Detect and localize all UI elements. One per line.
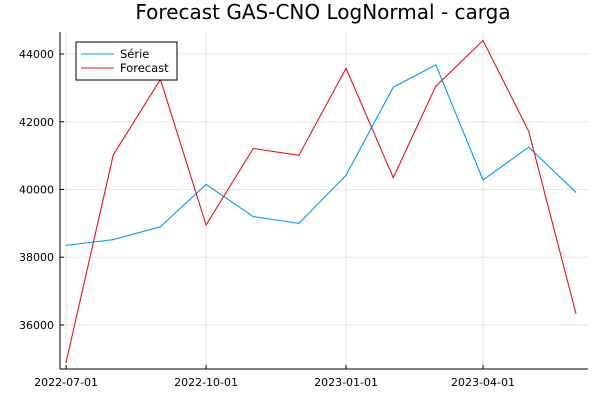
x-tick-label: 2023-01-01	[314, 376, 378, 389]
data-point	[345, 174, 347, 176]
tick-labels: 2022-07-01 2022-10-01 2023-01-01 2023-04-01…	[19, 48, 515, 389]
x-tick-label: 2022-07-01	[34, 376, 98, 389]
y-tick-label: 36000	[19, 319, 54, 332]
data-point	[65, 361, 67, 363]
chart-title: Forecast GAS-CNO LogNormal - carga	[135, 0, 510, 24]
legend-box	[75, 41, 178, 81]
grid	[60, 32, 588, 369]
data-point	[435, 85, 437, 87]
data-point	[482, 39, 484, 42]
series	[65, 39, 577, 363]
y-tick-label: 44000	[19, 48, 54, 61]
data-point	[112, 239, 114, 241]
data-point	[298, 222, 300, 224]
series-line	[66, 64, 577, 246]
data-point	[205, 183, 207, 186]
data-point	[575, 312, 577, 314]
data-point	[252, 215, 254, 218]
data-point	[112, 154, 114, 156]
data-point	[575, 191, 577, 193]
x-tick-label: 2023-04-01	[451, 376, 515, 389]
data-point	[528, 130, 530, 132]
data-point	[392, 86, 394, 88]
y-tick-label: 38000	[19, 251, 54, 264]
data-point	[65, 244, 67, 246]
y-tick-label: 42000	[19, 116, 54, 129]
data-point	[205, 224, 207, 226]
data-point	[345, 67, 347, 69]
data-point	[482, 179, 484, 181]
x-tick-label: 2022-10-01	[174, 376, 238, 389]
axes	[59, 32, 588, 370]
y-tick-label: 40000	[19, 183, 54, 196]
data-point	[528, 146, 530, 148]
data-point	[252, 147, 254, 150]
data-point	[392, 177, 394, 179]
data-point	[435, 64, 437, 66]
series-s-rie	[65, 64, 577, 246]
legend-label: Série	[120, 47, 149, 61]
series-line	[65, 39, 577, 363]
data-point	[159, 226, 162, 228]
data-point	[298, 154, 300, 156]
legend-label: Forecast	[120, 61, 169, 75]
